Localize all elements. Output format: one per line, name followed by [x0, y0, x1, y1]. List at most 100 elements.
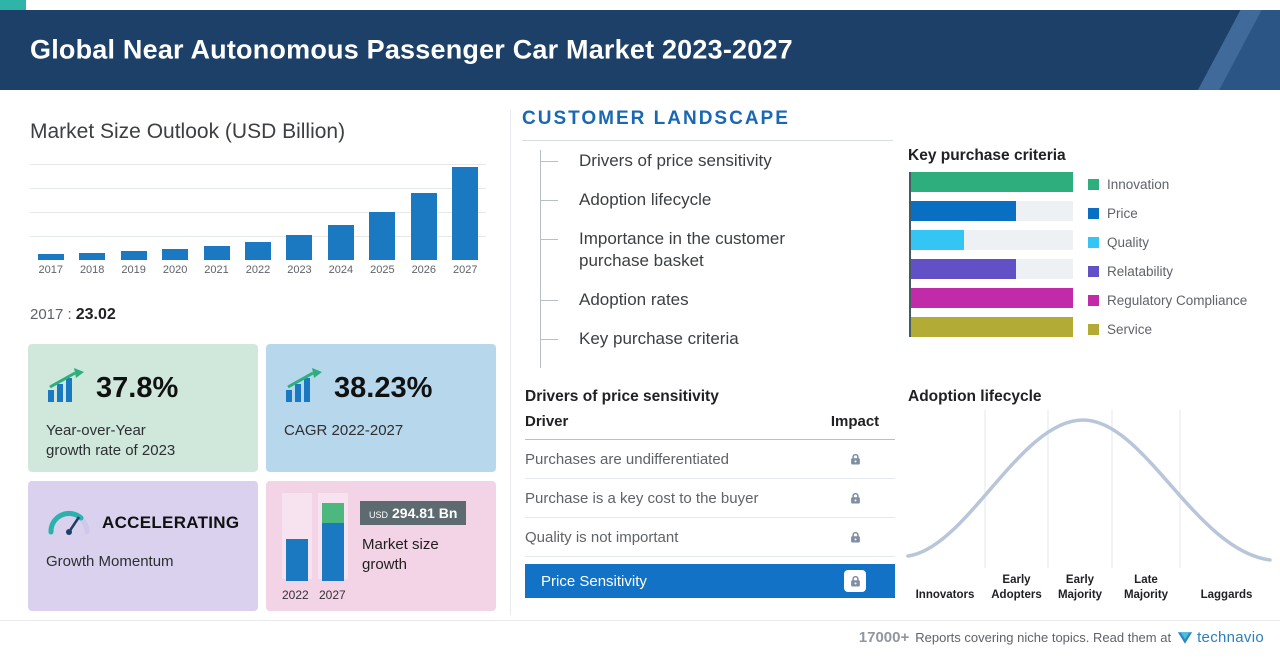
kpc-legend-item-innovation: Innovation [1088, 176, 1247, 192]
bar-growth-icon [46, 368, 86, 409]
momentum-value: ACCELERATING [102, 512, 240, 532]
customer-landscape-list: Drivers of price sensitivity Adoption lif… [540, 150, 790, 368]
yoy-label-line2: growth rate of 2023 [46, 442, 176, 460]
growth-bar-base [322, 523, 344, 581]
base-year-number: 23.02 [75, 306, 116, 323]
key-purchase-title: Key purchase criteria [908, 147, 1066, 164]
yoy-label-line1: Year-over-Year [46, 422, 146, 439]
growth-bar-increment [322, 503, 344, 523]
key-purchase-bars [909, 172, 1073, 337]
growth-year-end: 2027 [319, 588, 346, 602]
page-title: Global Near Autonomous Passenger Car Mar… [30, 34, 793, 65]
legend-swatch-icon [1088, 265, 1099, 277]
currency-label: USD [369, 510, 389, 520]
customer-landscape-item-2: Adoption lifecycle [541, 189, 790, 211]
market-year-label: 2026 [411, 264, 437, 276]
footer-text: Reports covering niche topics. Read them… [915, 630, 1172, 645]
bar-growth-icon [284, 368, 324, 409]
yoy-growth-card: 37.8% Year-over-Year growth rate of 2023 [28, 344, 258, 472]
impact-cell [815, 570, 895, 592]
market-bar-col [196, 164, 237, 260]
price-table-row: Purchase is a key cost to the buyer [525, 479, 895, 518]
market-year-label: 2019 [121, 264, 146, 276]
market-year-label: 2017 [38, 264, 63, 276]
lock-icon [844, 487, 866, 509]
growth-value: 294.81 Bn [392, 505, 458, 521]
kpc-bar-quality [911, 230, 965, 250]
stat-cards: 37.8% Year-over-Year growth rate of 2023 [28, 344, 496, 611]
kpc-legend-label: Innovation [1107, 176, 1170, 192]
customer-landscape-item-1: Drivers of price sensitivity [541, 150, 790, 172]
driver-label: Quality is not important [525, 528, 679, 546]
technavio-logo[interactable]: technavio [1177, 629, 1264, 646]
market-bar-col [30, 164, 71, 260]
market-bar-col [154, 164, 195, 260]
market-bar-2025 [369, 211, 396, 260]
lock-icon [844, 570, 866, 592]
usd-value-chip: USD 294.81 Bn [360, 501, 467, 525]
market-bar-col [237, 164, 278, 260]
market-year-label: 2025 [370, 264, 395, 276]
base-year-value: 2017 :23.02 [30, 306, 116, 324]
impact-cell [815, 448, 895, 470]
growth-momentum-card: ACCELERATING Growth Momentum [28, 481, 258, 611]
chart-gridline [30, 164, 486, 165]
teal-accent-decoration [0, 0, 26, 10]
driver-label: Purchases are undifferentiated [525, 450, 730, 468]
market-year-label: 2027 [453, 264, 478, 276]
driver-column-header: Driver [525, 413, 569, 430]
customer-landscape-rule [522, 140, 893, 141]
kpc-legend-item-relatability: Relatability [1088, 263, 1247, 279]
lock-icon [850, 453, 860, 464]
kpc-legend-item-price: Price [1088, 205, 1247, 221]
customer-landscape-item-4: Adoption rates [541, 289, 790, 311]
kpc-bar-service [911, 317, 1073, 337]
cagr-card: 38.23% CAGR 2022-2027 [266, 344, 496, 472]
market-bar-2020 [162, 249, 189, 260]
kpc-track [911, 230, 1073, 250]
market-bar-col [362, 164, 403, 260]
chart-gridline [30, 236, 486, 237]
kpc-track [911, 288, 1073, 308]
market-bar-2023 [286, 234, 313, 260]
driver-label: Price Sensitivity [541, 572, 647, 590]
legend-swatch-icon [1088, 294, 1099, 306]
market-bar-2022 [244, 241, 271, 260]
lock-icon [844, 448, 866, 470]
adoption-stage-innovators: Innovators [915, 588, 975, 601]
legend-swatch-icon [1088, 236, 1099, 248]
growth-bar-2027 [322, 503, 344, 581]
speedometer-icon [46, 505, 92, 540]
growth-label: Market size growth [362, 536, 439, 574]
customer-landscape-item-5: Key purchase criteria [541, 328, 790, 350]
customer-landscape-item-3: Importance in the customer purchase bask… [541, 228, 790, 272]
market-bar-2021 [203, 245, 230, 260]
adoption-stage-late-majority: Late Majority [1123, 574, 1169, 601]
kpc-bar-relatability [911, 259, 1017, 279]
market-size-chart [30, 164, 486, 260]
header-banner: Global Near Autonomous Passenger Car Mar… [0, 10, 1280, 90]
market-size-years: 2017 2018 2019 2020 2021 2022 2023 2024 2025 2026… [30, 264, 486, 276]
price-sensitivity-row: Price Sensitivity [525, 564, 895, 598]
lock-icon [850, 492, 860, 503]
kpc-bar-innovation [911, 172, 1073, 192]
market-size-bars [30, 164, 486, 260]
kpc-legend-label: Relatability [1107, 263, 1174, 279]
kpc-bar-price [911, 201, 1017, 221]
market-bar-2019 [120, 251, 147, 260]
momentum-label: Growth Momentum [46, 553, 174, 570]
market-bar-col [320, 164, 361, 260]
adoption-stage-early-majority: Early Majority [1057, 574, 1103, 601]
legend-swatch-icon [1088, 178, 1099, 190]
adoption-stage-labels: Innovators Early Adopters Early Majority Late… [905, 570, 1273, 602]
adoption-lifecycle-title: Adoption lifecycle [908, 388, 1042, 405]
key-purchase-legend: Innovation Price Quality Relatability Regula… [1088, 176, 1247, 350]
chart-gridline [30, 212, 486, 213]
kpc-legend-label: Quality [1107, 234, 1150, 250]
kpc-legend-label: Price [1107, 205, 1138, 221]
kpc-bar-regulatory-compliance [911, 288, 1073, 308]
kpc-legend-item-service: Service [1088, 321, 1247, 337]
base-year-label: 2017 : [30, 306, 72, 323]
customer-landscape-title: CUSTOMER LANDSCAPE [522, 108, 790, 129]
